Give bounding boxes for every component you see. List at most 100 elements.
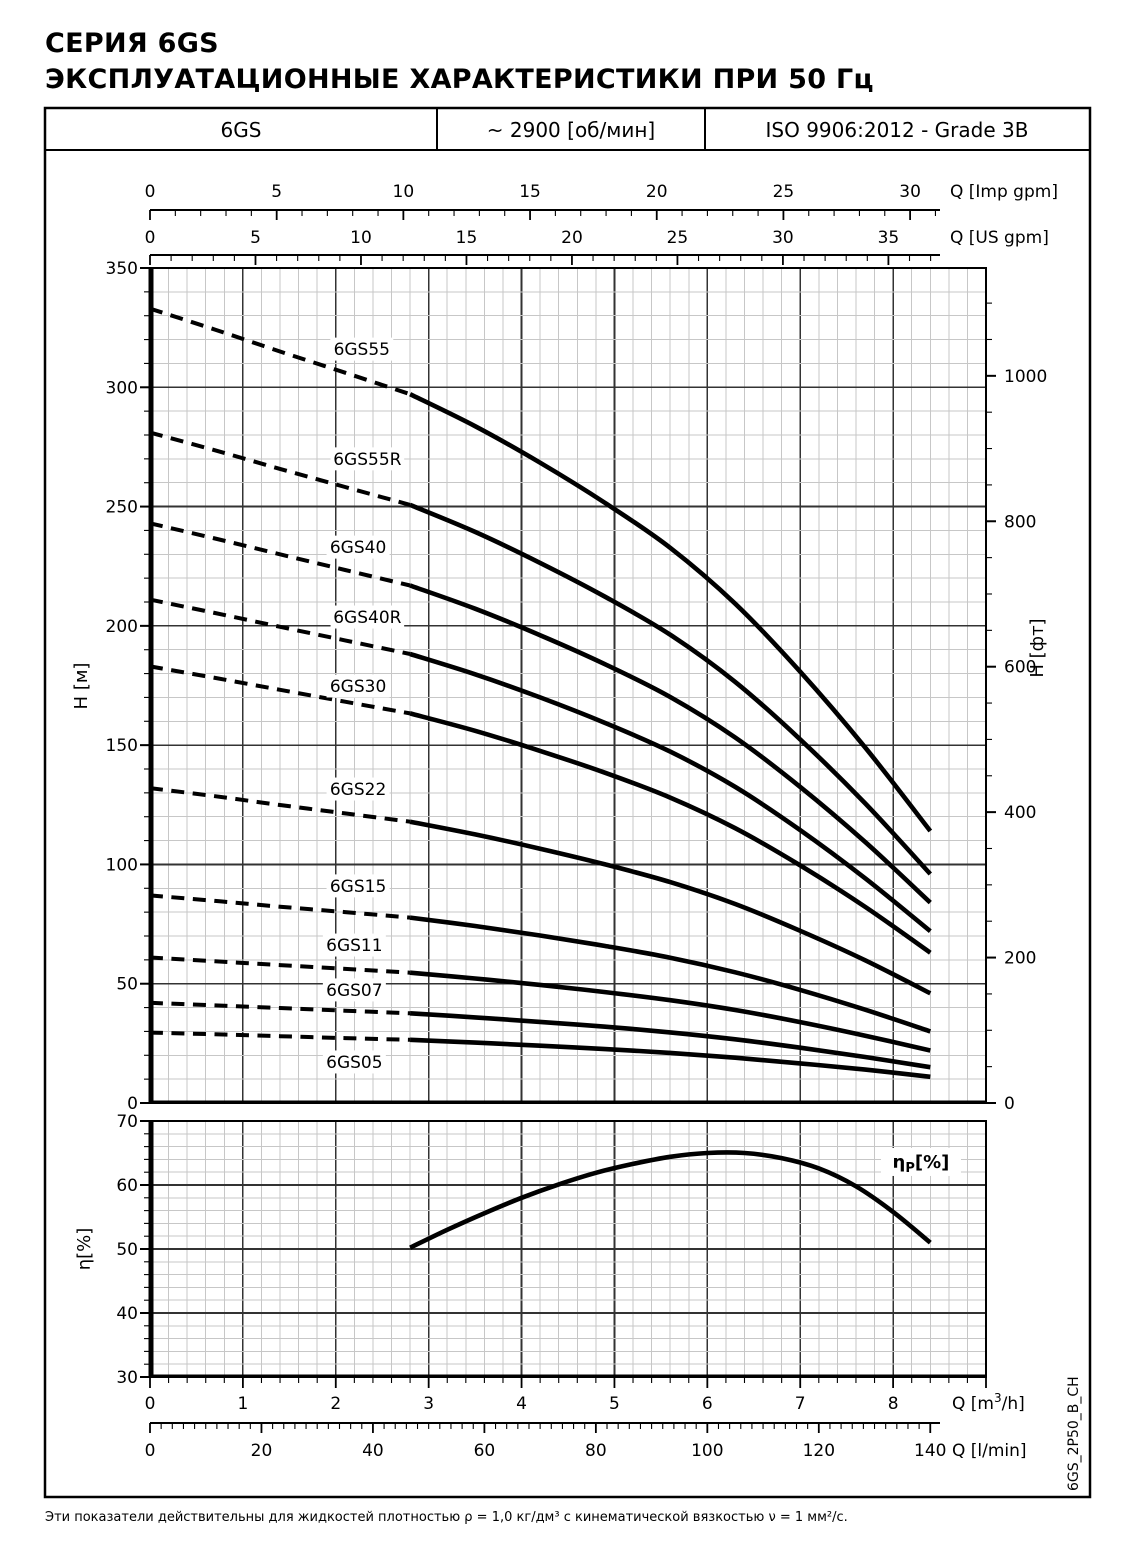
m3h-tick-label: 8 [888,1394,899,1414]
curve-dashed-6GS05 [149,1030,411,1042]
curve-solid-6GS55R [409,502,932,876]
efficiency-curve: ηP[%] [409,1147,961,1250]
eta-tick-label: 30 [116,1368,138,1388]
eta-tick-label: 70 [116,1112,138,1132]
curve-label-6GS40R: 6GS40R [333,608,401,628]
h-m-tick-label: 50 [116,975,138,995]
lmin-tick-label: 60 [474,1441,496,1461]
curve-label-box-6GS07 [322,978,386,1002]
efficiency-label-box [880,1147,961,1176]
page-title-line1: СЕРИЯ 6GS [45,28,219,59]
h-m-tick-label: 250 [106,498,138,518]
imp-gpm-tick-label: 10 [393,182,415,202]
h-ft-tick-label: 1000 [1004,367,1047,387]
header-row: 6GS ~ 2900 [об/мин] ISO 9906:2012 - Grad… [221,118,1029,142]
curve-label-box-6GS22 [326,777,390,801]
efficiency-chart-grid [150,1121,986,1377]
header-series: 6GS [221,118,262,142]
lmin-tick-label: 20 [251,1441,273,1461]
header-standard: ISO 9906:2012 - Grade 3B [766,118,1029,142]
curve-label-box-6GS15 [326,874,390,898]
head-ft-axis-label: H [фт] [1027,618,1048,677]
eta-tick-label: 50 [116,1240,138,1260]
m3h-tick-label: 4 [516,1394,527,1414]
m3h-tick-label: 1 [237,1394,248,1414]
head-m-axis-label: H [м] [71,663,92,710]
us-gpm-axis-label: Q [US gpm] [950,228,1049,248]
figure-frame [43,106,1092,1499]
us-gpm-tick-label: 5 [250,228,261,248]
h-m-tick-label: 100 [106,855,138,875]
us-gpm-tick-label: 25 [667,228,689,248]
curve-solid-6GS55 [409,392,933,833]
curve-label-6GS40: 6GS40 [330,538,386,558]
doc-code: 6GS_2P50_B_CH [1066,1376,1082,1491]
efficiency-label: ηP[%] [893,1152,950,1176]
pump-head-curves [149,306,933,1080]
h-m-tick-label: 0 [127,1094,138,1114]
m3h-tick-label: 6 [702,1394,713,1414]
curve-label-6GS11: 6GS11 [326,936,382,956]
imp-gpm-tick-label: 25 [773,182,795,202]
lmin-axis-label: Q [l/min] [952,1441,1027,1461]
h-m-tick-label: 200 [106,617,138,637]
m3h-tick-label: 5 [609,1394,620,1414]
m3h-tick-label: 7 [795,1394,806,1414]
curve-label-box-6GS30 [326,674,390,698]
curve-label-6GS22: 6GS22 [330,780,386,800]
lmin-tick-label: 80 [585,1441,607,1461]
curve-label-box-6GS40R [330,605,405,629]
lmin-tick-label: 140 [914,1441,946,1461]
imp-gpm-tick-label: 0 [145,182,156,202]
footnote: Эти показатели действительны для жидкост… [45,1510,848,1525]
h-ft-tick-label: 400 [1004,803,1036,823]
curve-label-6GS15: 6GS15 [330,877,386,897]
imp-gpm-tick-label: 15 [519,182,541,202]
h-ft-tick-label: 200 [1004,949,1036,969]
efficiency-axis-ticks: 30 40 50 60 70 [116,1112,150,1388]
m3h-tick-label: 2 [330,1394,341,1414]
curve-dashed-6GS55 [149,306,411,397]
curve-dashed-6GS30 [149,664,411,716]
us-gpm-tick-label: 15 [456,228,478,248]
h-m-tick-label: 300 [106,378,138,398]
eta-axis-label: η[%] [74,1228,95,1271]
us-gpm-tick-label: 0 [145,228,156,248]
curve-label-6GS30: 6GS30 [330,677,386,697]
imp-gpm-tick-label: 20 [646,182,668,202]
eta-tick-label: 60 [116,1176,138,1196]
curve-solid-6GS22 [409,819,932,996]
curve-solid-6GS40R [409,651,932,933]
imp-gpm-axis-label: Q [Imp gpm] [950,182,1058,202]
h-ft-tick-label: 600 [1004,658,1036,678]
eta-tick-label: 40 [116,1304,138,1324]
m3h-tick-label: 3 [423,1394,434,1414]
us-gpm-tick-label: 10 [350,228,372,248]
curve-dashed-6GS11 [149,955,411,975]
main-chart-grid [150,268,986,1103]
efficiency-curve-path [409,1150,932,1250]
imp-gpm-tick-label: 30 [899,182,921,202]
bottom-flow-rulers: 0 1 2 3 4 5 6 7 80 20 40 60 80 100 120 140 [145,1377,987,1461]
us-gpm-tick-label: 20 [561,228,583,248]
curve-label-box-6GS40 [326,535,390,559]
curve-label-box-6GS11 [322,933,386,957]
top-flow-rulers: 0 5 10 15 20 25 30 0 5 10 15 20 25 30 35 [145,182,940,265]
curve-solid-6GS05 [410,1037,931,1080]
imp-gpm-tick-label: 5 [271,182,282,202]
page-title-line2: ЭКСПЛУАТАЦИОННЫЕ ХАРАКТЕРИСТИКИ ПРИ 50 Г… [45,64,874,95]
curve-solid-6GS11 [409,970,931,1053]
curve-solid-6GS30 [409,711,932,955]
lmin-tick-label: 100 [691,1441,723,1461]
curve-solid-6GS07 [409,1011,931,1070]
main-chart-frame [148,266,988,1105]
curve-label-6GS55R: 6GS55R [333,450,401,470]
us-gpm-tick-label: 30 [772,228,794,248]
h-ft-tick-label: 0 [1004,1094,1015,1114]
curve-dashed-6GS22 [149,786,411,824]
lmin-tick-label: 0 [145,1441,156,1461]
m3h-tick-label: 0 [145,1394,156,1414]
curve-dashed-6GS55R [149,430,411,507]
curve-label-6GS55: 6GS55 [334,340,390,360]
